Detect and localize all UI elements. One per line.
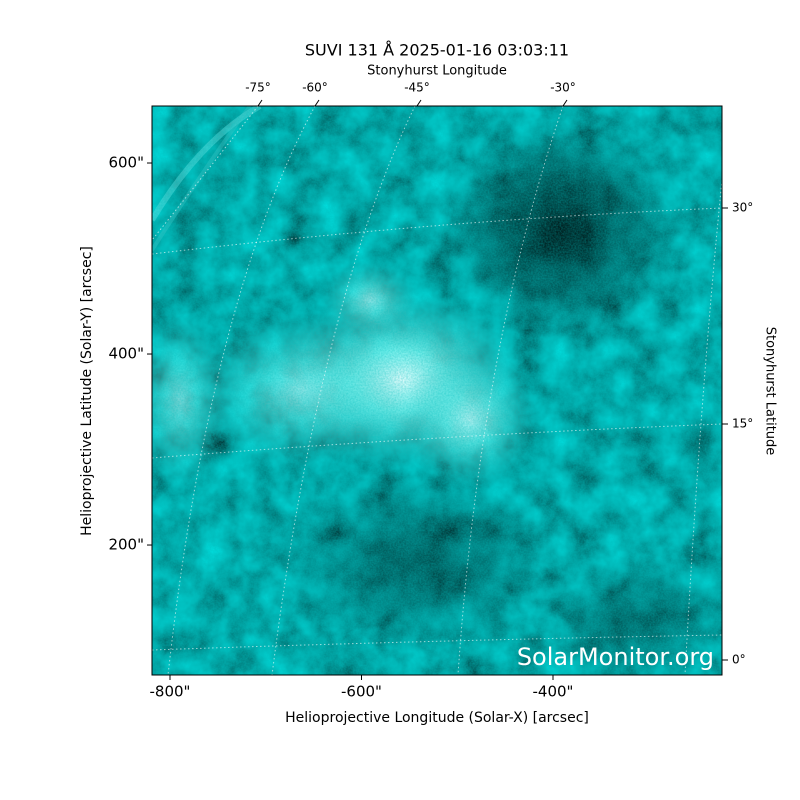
- top-tick: [562, 99, 568, 107]
- right-tick-label: 0°: [732, 653, 746, 667]
- top-tick: [314, 99, 320, 107]
- top-tick-label: -30°: [550, 81, 576, 95]
- right-tick-label: 15°: [732, 417, 753, 431]
- x-tick-label: -800": [150, 683, 191, 701]
- x-axis-label: Helioprojective Longitude (Solar-X) [arc…: [285, 710, 589, 726]
- y-axis-label: Helioprojective Latitude (Solar-Y) [arcs…: [79, 246, 95, 536]
- top-tick: [416, 99, 422, 107]
- y-tick-label: 400": [108, 345, 144, 363]
- top-tick-label: -60°: [302, 81, 328, 95]
- right-tick-label: 30°: [732, 201, 753, 215]
- y-tick-label: 200": [108, 536, 144, 554]
- top-tick: [257, 99, 263, 107]
- coordinate-grid: [152, 106, 722, 675]
- right-axis-label: Stonyhurst Latitude: [763, 327, 778, 456]
- x-tick-label: -600": [341, 683, 382, 701]
- top-axis-label: Stonyhurst Longitude: [367, 64, 507, 79]
- top-tick-label: -45°: [404, 81, 430, 95]
- top-tick-label: -75°: [245, 81, 271, 95]
- chart-title: SUVI 131 Å 2025-01-16 03:03:11: [305, 41, 569, 60]
- x-tick-label: -400": [533, 683, 574, 701]
- y-tick-label: 600": [108, 154, 144, 172]
- solar-image: [152, 106, 722, 675]
- plot-frame: [151, 105, 723, 676]
- watermark: SolarMonitor.org: [517, 643, 714, 671]
